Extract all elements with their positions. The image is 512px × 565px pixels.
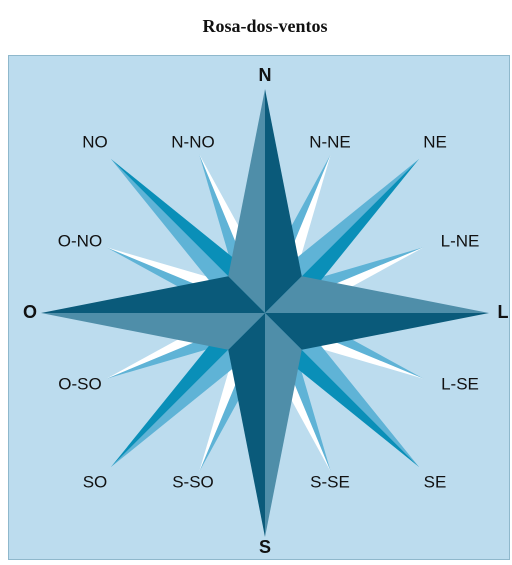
spike-half	[106, 313, 266, 379]
spike-half	[265, 313, 302, 537]
spike-half	[265, 89, 302, 313]
spike-half	[110, 313, 265, 468]
spike-half	[265, 276, 489, 313]
direction-label: O-NO	[58, 231, 102, 250]
spike-half	[41, 313, 265, 350]
spike-half	[265, 313, 489, 350]
labels: N N-NE NE L-NE L L-SE SE S-SE S S-SO SO O-SO O O-NO NO…	[23, 65, 509, 557]
spike-half	[265, 247, 424, 313]
direction-label: S-SE	[310, 472, 350, 491]
spike-half	[228, 313, 265, 537]
direction-label: S-SO	[172, 472, 214, 491]
spike-half	[265, 313, 420, 468]
direction-label: N-NE	[309, 132, 351, 151]
title: Rosa-dos-ventos	[202, 16, 327, 36]
direction-label: SO	[83, 472, 108, 491]
spike-half	[110, 313, 265, 468]
spike-half	[265, 158, 420, 313]
direction-label: NO	[82, 132, 108, 151]
direction-label: N-NO	[171, 132, 214, 151]
spike-half	[106, 247, 266, 313]
direction-label: SE	[424, 472, 447, 491]
spike-half	[199, 154, 265, 313]
direction-label: N	[259, 65, 272, 85]
spike-half	[41, 276, 265, 313]
direction-label: O-SO	[58, 374, 101, 393]
spike-half	[110, 158, 265, 313]
spike-half	[199, 313, 265, 472]
spike-half	[265, 313, 424, 379]
spike-half	[265, 154, 331, 313]
direction-label: NE	[423, 132, 447, 151]
spike-half	[228, 89, 265, 313]
direction-label: O	[23, 302, 37, 322]
spike-half	[265, 158, 420, 313]
spike-half	[265, 313, 331, 472]
direction-label: S	[259, 537, 271, 557]
direction-label: L-NE	[441, 231, 480, 250]
direction-label: L-SE	[441, 374, 479, 393]
direction-label: L	[498, 302, 509, 322]
rose	[41, 89, 489, 537]
